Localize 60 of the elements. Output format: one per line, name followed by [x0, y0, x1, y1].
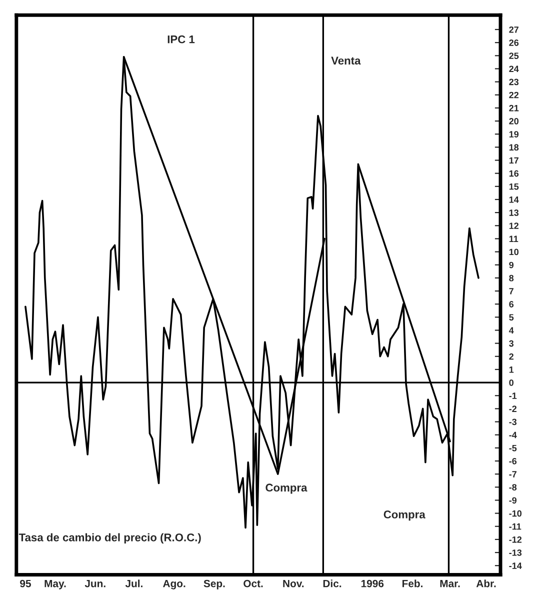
x-tick-label: Ago. [163, 580, 186, 590]
y-tick-label: 27 [509, 26, 518, 33]
y-tick-label: 15 [509, 183, 519, 190]
x-tick-label: Dic. [323, 580, 342, 588]
x-tick-label: 95 [20, 580, 31, 588]
y-tick-label: -1 [509, 392, 517, 399]
y-tick-label: -11 [509, 523, 522, 530]
y-tick-label: 16 [509, 170, 519, 177]
text: IPC 1 [168, 35, 195, 44]
y-tick-label: 25 [509, 52, 519, 60]
y-tick-label: -2 [509, 406, 517, 412]
y-tick-label: 14 [509, 196, 519, 203]
y-tick-label: -8 [509, 484, 517, 491]
y-tick-label: 5 [509, 314, 514, 321]
y-tick-label: 24 [509, 66, 519, 72]
y-tick-label: 8 [509, 274, 514, 282]
y-tick-label: -13 [509, 549, 522, 556]
x-tick-label: Oct. [244, 580, 263, 588]
y-tick-label: 17 [509, 157, 518, 164]
y-tick-label: -14 [509, 562, 522, 569]
y-tick-label: 7 [509, 288, 514, 294]
y-tick-label: -9 [509, 497, 517, 504]
y-tick-label: 11 [509, 236, 518, 242]
y-tick-label: -6 [509, 458, 517, 464]
x-tick-label: May. [44, 580, 66, 590]
y-tick-label: 18 [509, 144, 519, 151]
y-tick-label: 13 [509, 210, 519, 216]
y-tick-label: -7 [509, 471, 516, 478]
y-tick-label: 6 [509, 301, 514, 308]
annotation: Tasa de cambio del precio (R.O.C.) [18, 533, 201, 544]
y-tick-label: 4 [508, 327, 514, 334]
y-tick-label: -10 [509, 510, 522, 517]
y-tick-label: -5 [509, 444, 517, 452]
annotation: Venta [331, 56, 361, 65]
y-tick-label: 26 [509, 40, 519, 46]
y-tick-label: 19 [509, 131, 519, 138]
y-tick-label: 3 [509, 340, 514, 347]
y-tick-label: 21 [509, 104, 519, 112]
x-tick-label: Abr. [476, 580, 496, 588]
x-tick-label: Nov. [283, 580, 304, 588]
y-tick-label: -12 [509, 536, 522, 543]
x-tick-label: Jul. [125, 580, 142, 588]
y-tick-label: 20 [509, 118, 519, 124]
annotation: Compra [266, 484, 308, 494]
annotation: Compra [384, 510, 426, 521]
x-tick-label: Mar. [440, 580, 460, 588]
y-tick-label: 10 [509, 248, 519, 256]
y-tick-label: 9 [509, 262, 514, 268]
x-tick-label: Jun. [84, 580, 106, 588]
y-tick-label: 0 [509, 380, 514, 386]
y-tick-label: 22 [509, 92, 519, 98]
x-tick-label: Feb. [402, 580, 422, 588]
y-tick-label: 12 [509, 222, 519, 229]
y-tick-label: 23 [509, 78, 519, 86]
x-tick-label: 1996 [361, 580, 384, 588]
y-tick-label: 1 [509, 366, 514, 373]
y-tick-label: -3 [509, 418, 517, 426]
y-tick-label: -4 [509, 432, 517, 438]
y-tick-label: 2 [509, 353, 514, 360]
x-tick-label: Sep. [204, 580, 225, 590]
